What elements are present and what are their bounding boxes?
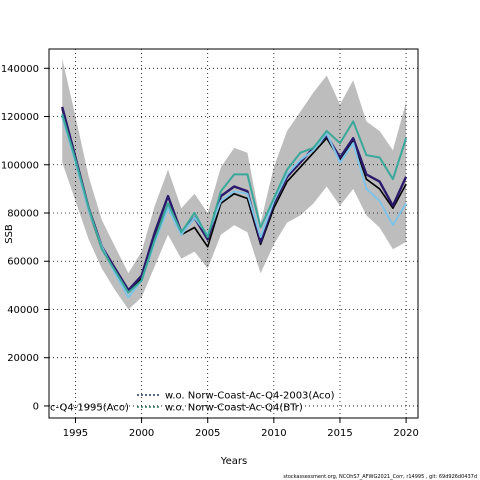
x-tick-label: 1995 [63,428,88,439]
confidence-band-layer [62,58,407,310]
series-line-3 [61,116,407,299]
y-axis-title: SSB [4,224,15,244]
series-layer [61,106,408,299]
x-tick-label: 2000 [129,428,154,439]
x-axis-title: Years [220,456,247,467]
y-tick-label: 40000 [7,305,39,316]
y-tick-label: 100000 [1,160,39,171]
legend: w.o. Norw-Coast-Ac-Q4-2003(Aco)w.o. Norw… [50,391,335,414]
series-line-4 [61,113,408,294]
y-axis: 0 20000 40000 60000 80000 100000 120000 140000 [1,64,49,412]
y-tick-label: 60000 [7,257,39,268]
footer-note: stockassessment.org, NCOhS7_AFWG2021_Cor… [283,474,477,480]
plot-frame [48,48,419,419]
legend-label: w.o. Norw-Coast-Ac-Q4(BTr) [165,403,303,414]
x-axis: 1995 2000 2005 2010 2015 2020 [63,418,419,439]
x-tick-label: 2010 [261,428,286,439]
x-tick-label: 2015 [327,428,352,439]
y-tick-label: 140000 [1,64,39,75]
y-tick-label: 20000 [7,353,39,364]
legend-label: w.o. Norw-Coast-Ac-Q4-2003(Aco) [165,391,335,402]
y-tick-label: 0 [33,401,39,412]
y-tick-label: 80000 [7,209,39,220]
series-line-2 [61,106,408,292]
x-tick-label: 2020 [393,428,418,439]
x-tick-label: 2005 [195,428,220,439]
y-tick-label: 120000 [1,112,39,123]
confidence-band [62,58,407,310]
legend-label: c-Q4-1995(Aco) [50,403,129,414]
grid-layer [49,49,418,418]
